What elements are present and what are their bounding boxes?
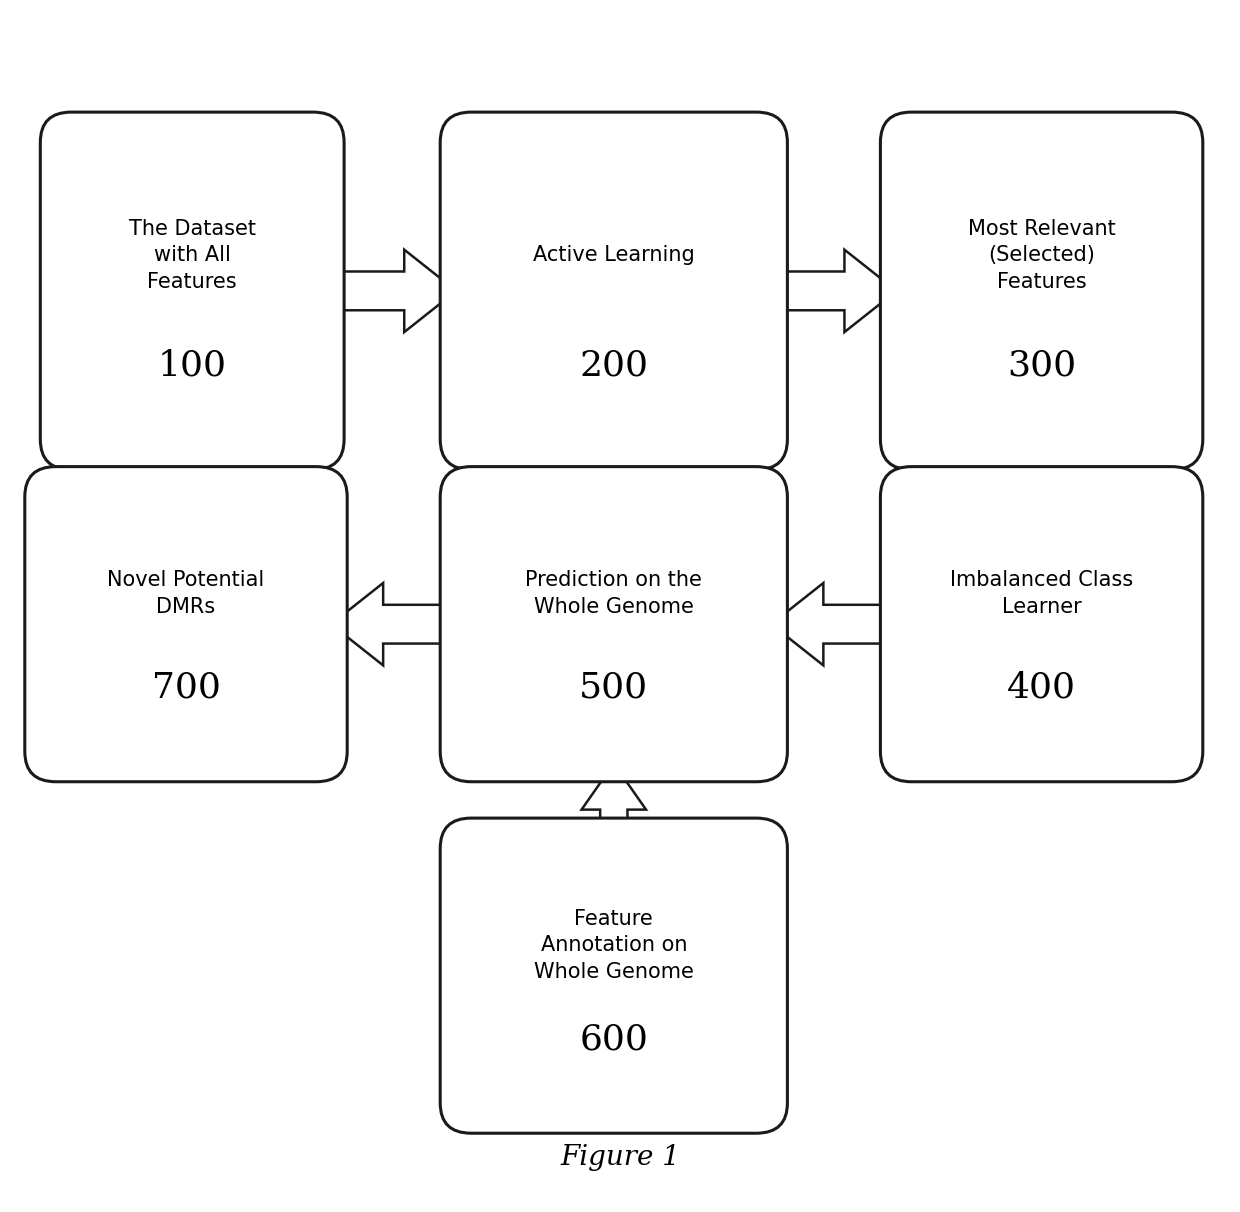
FancyBboxPatch shape xyxy=(440,113,787,470)
Text: 300: 300 xyxy=(1007,348,1076,382)
Polygon shape xyxy=(771,583,897,665)
FancyBboxPatch shape xyxy=(25,467,347,782)
Text: Imbalanced Class
Learner: Imbalanced Class Learner xyxy=(950,571,1133,617)
FancyBboxPatch shape xyxy=(880,467,1203,782)
Polygon shape xyxy=(331,583,456,665)
Text: The Dataset
with All
Features: The Dataset with All Features xyxy=(129,219,255,292)
FancyBboxPatch shape xyxy=(40,113,343,470)
Text: 700: 700 xyxy=(151,670,221,705)
Text: 500: 500 xyxy=(579,670,649,705)
Text: 100: 100 xyxy=(157,348,227,382)
Text: 600: 600 xyxy=(579,1022,649,1057)
FancyBboxPatch shape xyxy=(440,467,787,782)
Text: Figure 1: Figure 1 xyxy=(560,1144,680,1171)
Polygon shape xyxy=(1009,439,1074,485)
Text: 400: 400 xyxy=(1007,670,1076,705)
Polygon shape xyxy=(771,250,897,332)
Text: Active Learning: Active Learning xyxy=(533,245,694,265)
FancyBboxPatch shape xyxy=(880,113,1203,470)
Polygon shape xyxy=(327,250,456,332)
Polygon shape xyxy=(582,764,646,836)
Text: Novel Potential
DMRs: Novel Potential DMRs xyxy=(108,571,264,617)
FancyBboxPatch shape xyxy=(440,818,787,1133)
Text: Feature
Annotation on
Whole Genome: Feature Annotation on Whole Genome xyxy=(534,909,693,982)
Text: Prediction on the
Whole Genome: Prediction on the Whole Genome xyxy=(526,571,702,617)
Text: 200: 200 xyxy=(579,348,649,382)
Text: Most Relevant
(Selected)
Features: Most Relevant (Selected) Features xyxy=(967,219,1116,292)
